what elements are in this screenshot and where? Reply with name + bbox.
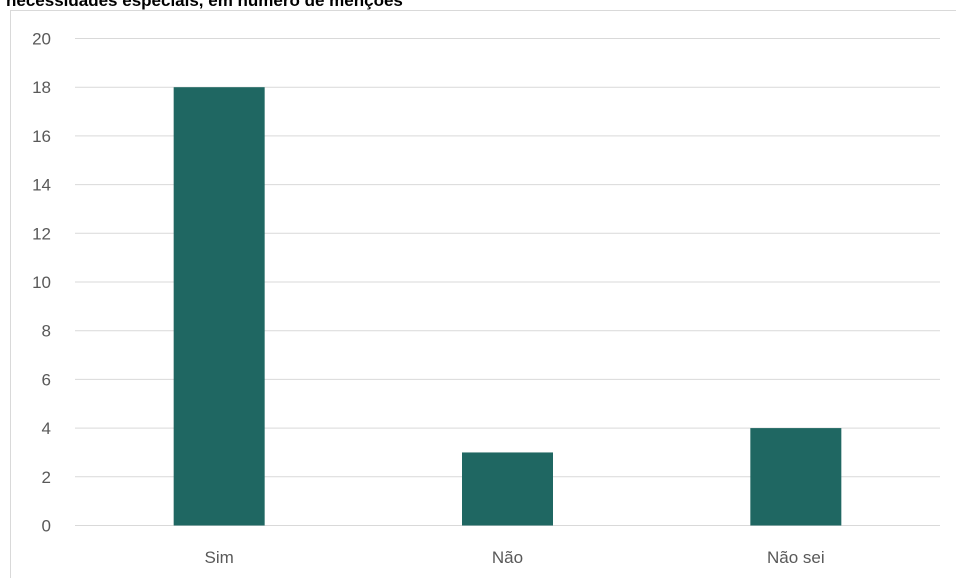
y-tick-label: 20 (32, 30, 51, 49)
y-tick-label: 6 (42, 370, 51, 389)
bars (173, 87, 842, 526)
x-tick-label: Sim (205, 548, 234, 567)
x-axis-ticks: Sim Não Não sei (205, 548, 825, 567)
y-axis-ticks: 0 2 4 6 8 10 12 14 16 18 20 (32, 30, 51, 536)
x-tick-label: Não (492, 548, 523, 567)
y-tick-label: 10 (32, 273, 51, 292)
y-tick-label: 12 (32, 224, 51, 243)
y-tick-label: 2 (42, 468, 51, 487)
y-tick-label: 14 (32, 176, 51, 195)
y-tick-label: 8 (42, 322, 51, 341)
bar-nao (462, 452, 553, 526)
bar-nao-sei (750, 428, 842, 526)
chart-title: necessidades especiais, em número de men… (6, 0, 403, 10)
y-tick-label: 4 (42, 419, 51, 438)
y-tick-label: 0 (42, 517, 51, 536)
y-tick-label: 18 (32, 78, 51, 97)
chart-frame (10, 10, 956, 578)
y-tick-label: 16 (32, 127, 51, 146)
bar-sim (173, 87, 265, 526)
x-tick-label: Não sei (767, 548, 825, 567)
